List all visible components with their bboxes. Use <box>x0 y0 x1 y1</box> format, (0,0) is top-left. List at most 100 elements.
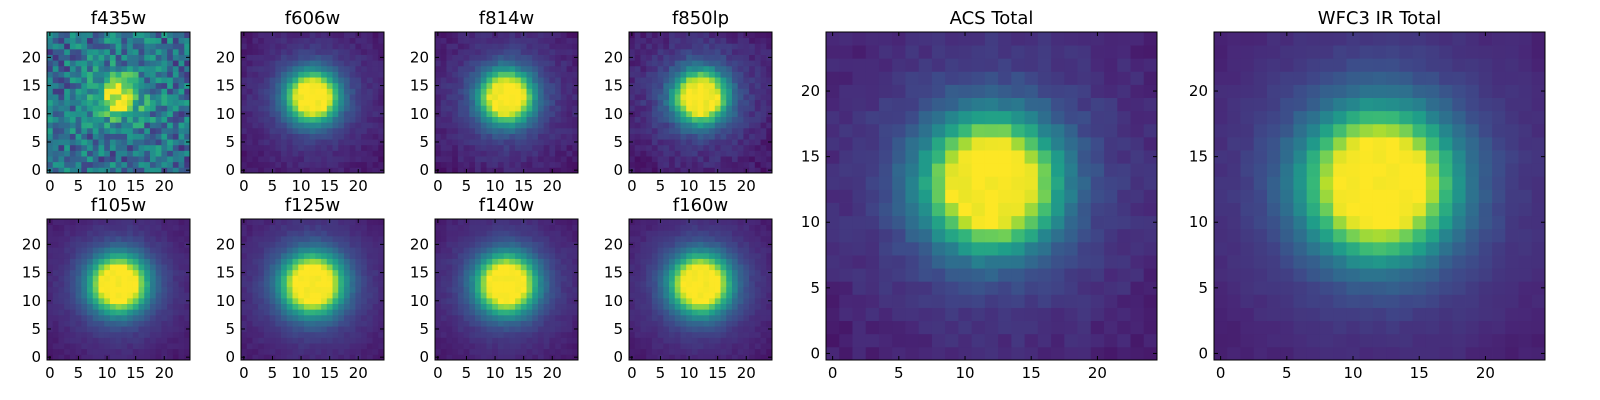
pixel-cell <box>463 82 470 89</box>
pixel-cell <box>109 127 117 134</box>
pixel-cell <box>52 348 59 355</box>
pixel-cell <box>258 292 265 299</box>
pixel-cell <box>332 32 339 39</box>
pixel-cell <box>315 65 322 72</box>
pixel-cell <box>115 309 122 316</box>
pixel-cell <box>275 247 282 254</box>
pixel-cell <box>115 127 122 134</box>
pixel-cell <box>515 230 522 237</box>
pixel-cell <box>263 99 270 106</box>
pixel-cell <box>87 105 94 112</box>
pixel-cell <box>543 219 550 226</box>
pixel-cell <box>515 133 522 140</box>
pixel-cell <box>703 348 710 355</box>
pixel-cell <box>726 60 733 67</box>
pixel-cell <box>355 281 362 288</box>
pixel-cell <box>709 354 716 361</box>
pixel-cell <box>720 122 727 129</box>
pixel-cell <box>149 309 157 316</box>
pixel-cell <box>366 156 373 163</box>
pixel-cell <box>286 247 293 254</box>
pixel-cell <box>446 331 453 338</box>
pixel-cell <box>263 264 270 271</box>
pixel-cell <box>366 281 373 288</box>
pixel-cell <box>246 241 253 248</box>
pixel-cell <box>480 219 487 226</box>
pixel-cell <box>349 219 356 226</box>
pixel-cell <box>263 309 270 316</box>
pixel-cell <box>361 71 368 78</box>
pixel-cell <box>469 235 476 242</box>
pixel-cell <box>167 71 174 78</box>
pixel-cell <box>640 133 647 140</box>
pixel-cell <box>629 105 636 112</box>
pixel-cell <box>760 71 767 78</box>
pixel-cell <box>555 219 562 226</box>
pixel-cell <box>549 65 556 72</box>
pixel-cell <box>697 88 704 95</box>
pixel-cell <box>731 82 739 89</box>
pixel-cell <box>435 156 442 163</box>
pixel-cell <box>343 122 351 129</box>
pixel-cell <box>669 122 676 129</box>
pixel-cell <box>361 309 368 316</box>
pixel-cell <box>75 156 82 163</box>
pixel-cell <box>440 343 447 350</box>
pixel-cell <box>378 252 385 259</box>
pixel-cell <box>640 275 647 282</box>
pixel-cell <box>566 71 573 78</box>
pixel-cell <box>167 309 174 316</box>
pixel-cell <box>520 303 527 310</box>
pixel-cell <box>241 65 248 72</box>
pixel-cell <box>349 297 356 304</box>
pixel-cell <box>697 269 704 276</box>
pixel-cell <box>338 224 345 231</box>
pixel-cell <box>167 247 174 254</box>
pixel-cell <box>109 264 117 271</box>
pixel-cell <box>726 32 733 39</box>
pixel-cell <box>440 354 447 361</box>
pixel-cell <box>760 292 767 299</box>
pixel-cell <box>475 65 482 72</box>
pixel-cell <box>703 326 710 333</box>
pixel-cell <box>321 32 328 39</box>
pixel-cell <box>309 258 316 265</box>
pixel-cell <box>657 133 664 140</box>
pixel-cell <box>515 110 522 117</box>
pixel-cell <box>760 94 767 101</box>
pixel-cell <box>81 65 88 72</box>
pixel-cell <box>298 48 305 55</box>
pixel-cell <box>372 167 379 174</box>
pixel-cell <box>292 99 299 106</box>
pixel-cell <box>298 144 305 151</box>
pixel-cell <box>537 331 545 338</box>
pixel-cell <box>709 292 716 299</box>
pixel-cell <box>566 309 573 316</box>
pixel-cell <box>378 94 385 101</box>
pixel-cell <box>127 219 134 226</box>
pixel-cell <box>258 309 265 316</box>
pixel-cell <box>743 348 750 355</box>
pixel-cell <box>309 247 316 254</box>
pixel-cell <box>714 116 721 123</box>
pixel-cell <box>241 94 248 101</box>
pixel-cell <box>475 116 482 123</box>
pixel-cell <box>737 343 744 350</box>
pixel-cell <box>629 99 636 106</box>
pixel-cell <box>731 167 739 174</box>
pixel-cell <box>144 286 151 293</box>
pixel-cell <box>343 167 351 174</box>
pixel-cell <box>766 331 773 338</box>
pixel-cell <box>144 320 151 327</box>
pixel-cell <box>543 235 550 242</box>
pixel-cell <box>246 314 253 321</box>
pixel-cell <box>87 71 94 78</box>
pixel-cell <box>492 320 499 327</box>
pixel-cell <box>47 150 54 157</box>
pixel-cell <box>743 144 750 151</box>
pixel-cell <box>440 71 447 78</box>
pixel-cell <box>743 65 750 72</box>
pixel-cell <box>144 94 151 101</box>
pixel-cell <box>315 94 322 101</box>
pixel-cell <box>446 161 453 168</box>
